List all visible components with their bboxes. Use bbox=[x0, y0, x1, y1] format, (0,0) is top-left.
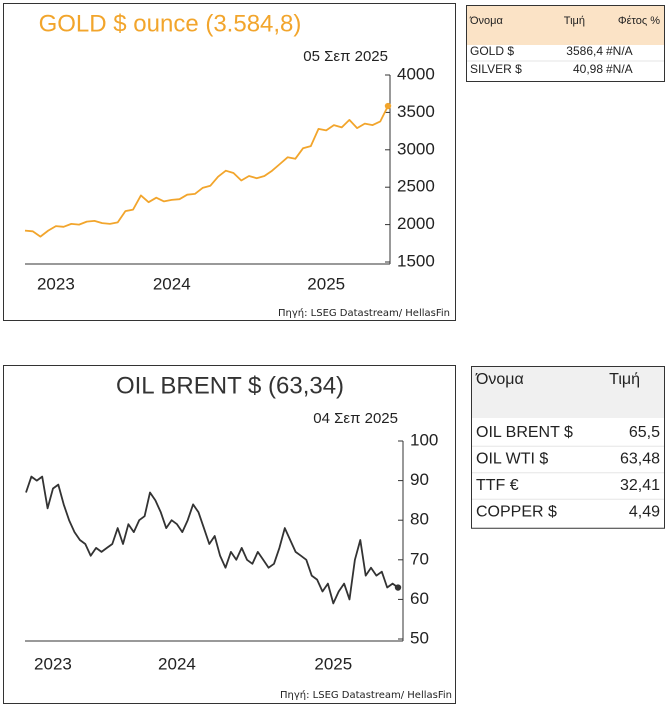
y-tick-label: 4000 bbox=[397, 64, 435, 83]
y-tick-label: 1500 bbox=[397, 251, 435, 270]
table-cell: #N/A bbox=[606, 44, 633, 58]
price-line bbox=[24, 105, 389, 238]
table-cell: OIL BRENT $ bbox=[476, 424, 573, 441]
x-tick-label: 2024 bbox=[158, 654, 196, 673]
last-point bbox=[394, 584, 402, 591]
chart-subtitle: 04 Σεπ 2025 bbox=[313, 410, 398, 427]
x-tick-label: 2025 bbox=[307, 274, 345, 293]
table-cell: 32,41 bbox=[620, 477, 660, 494]
table-cell: #N/A bbox=[606, 62, 633, 76]
table-cell: COPPER $ bbox=[476, 504, 557, 521]
table-cell: 63,48 bbox=[620, 451, 660, 468]
y-tick-label: 80 bbox=[410, 510, 429, 529]
chart-title: GOLD $ ounce (3.584,8) bbox=[39, 10, 302, 37]
x-tick-label: 2023 bbox=[37, 274, 75, 293]
source-note: Πηγή: LSEG Datastream/ HellasFin bbox=[278, 307, 450, 319]
y-tick-label: 3000 bbox=[397, 139, 435, 158]
y-tick-label: 2500 bbox=[397, 177, 435, 196]
y-tick-label: 2000 bbox=[397, 214, 435, 233]
price-line bbox=[25, 475, 399, 605]
y-tick-label: 100 bbox=[410, 430, 438, 449]
table-cell: GOLD $ bbox=[470, 44, 514, 58]
y-tick-label: 90 bbox=[410, 470, 429, 489]
table-header bbox=[467, 6, 664, 45]
table-header-cell: Τιμή bbox=[564, 15, 585, 27]
chart-frame bbox=[3, 365, 456, 704]
table-cell: 3586,4 bbox=[566, 44, 603, 58]
chart-frame bbox=[3, 3, 456, 321]
y-tick-label: 60 bbox=[410, 589, 429, 608]
x-tick-label: 2023 bbox=[34, 654, 72, 673]
table-header-cell: Όνομα bbox=[475, 371, 524, 388]
y-tick-label: 3500 bbox=[397, 102, 435, 121]
x-tick-label: 2024 bbox=[153, 274, 191, 293]
y-tick-label: 70 bbox=[410, 549, 429, 568]
table-header bbox=[472, 367, 664, 418]
table-cell: OIL WTI $ bbox=[476, 451, 548, 468]
table-cell: SILVER $ bbox=[470, 62, 522, 76]
chart-subtitle: 05 Σεπ 2025 bbox=[303, 48, 388, 65]
table-header-cell: Φέτος % bbox=[618, 15, 660, 27]
y-tick-label: 50 bbox=[410, 628, 429, 647]
table-cell: 40,98 bbox=[573, 62, 603, 76]
table-cell: 65,5 bbox=[629, 424, 660, 441]
chart-title: OIL BRENT $ (63,34) bbox=[116, 372, 344, 399]
table-header-cell: Όνομα bbox=[469, 15, 503, 27]
table-cell: TTF € bbox=[476, 477, 519, 494]
x-tick-label: 2025 bbox=[314, 654, 352, 673]
table-cell: 4,49 bbox=[629, 504, 660, 521]
table-header-cell: Τιμή bbox=[609, 371, 640, 388]
source-note: Πηγή: LSEG Datastream/ HellasFin bbox=[280, 689, 452, 701]
last-point bbox=[384, 102, 392, 110]
